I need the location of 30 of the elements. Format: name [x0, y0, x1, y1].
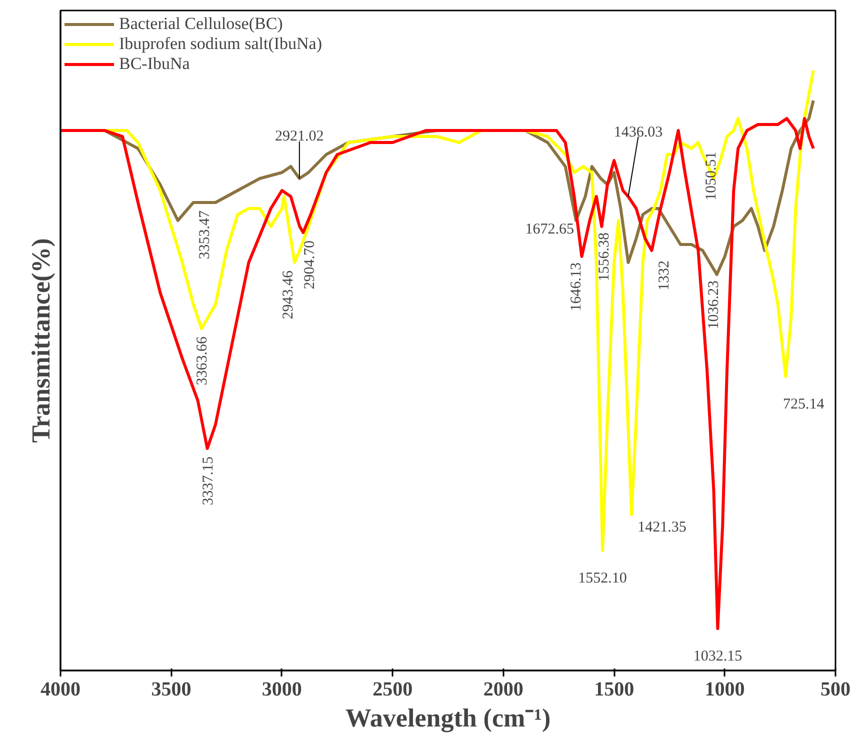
annotation: 1050.51 — [704, 152, 720, 200]
x-tick-label: 2500 — [372, 678, 413, 700]
annotation: 1552.10 — [578, 570, 627, 586]
annotation: 3337.15 — [200, 456, 216, 506]
x-tick-label: 500 — [820, 678, 850, 700]
annotation: 1672.65 — [525, 222, 574, 238]
annotation: 3363.66 — [194, 336, 211, 386]
legend-label: BC-IbuNa — [119, 54, 190, 74]
annotation: 1436.03 — [614, 124, 663, 140]
y-axis-title: Transmittance(%) — [26, 238, 56, 443]
x-tick-label: 2000 — [483, 678, 524, 700]
annotation: 2921.02 — [275, 128, 324, 144]
x-tick-label: 1500 — [594, 678, 634, 700]
x-tick-label: 1000 — [704, 678, 745, 700]
annotation: 1421.35 — [638, 520, 686, 536]
annotation: 1556.38 — [596, 232, 613, 282]
legend-label: Bacterial Cellulose(BC) — [119, 14, 283, 34]
annotation: 725.14 — [783, 396, 825, 412]
x-tick-label: 3000 — [262, 678, 302, 700]
x-axis-title: Wavelength (cm⁻¹) — [345, 704, 551, 732]
annotation: 2904.70 — [302, 240, 318, 290]
annotation: 1036.23 — [706, 280, 722, 330]
annotation: 2943.46 — [280, 270, 297, 320]
annotation: 1332 — [656, 260, 672, 290]
legend-label: Ibuprofen sodium salt(IbuNa) — [119, 34, 322, 54]
x-tick-label: 4000 — [40, 678, 80, 700]
annotation: 3353.47 — [196, 210, 213, 260]
annotation: 1032.15 — [693, 648, 742, 664]
x-tick-label: 3500 — [151, 678, 192, 700]
annotation: 1646.13 — [568, 262, 585, 312]
